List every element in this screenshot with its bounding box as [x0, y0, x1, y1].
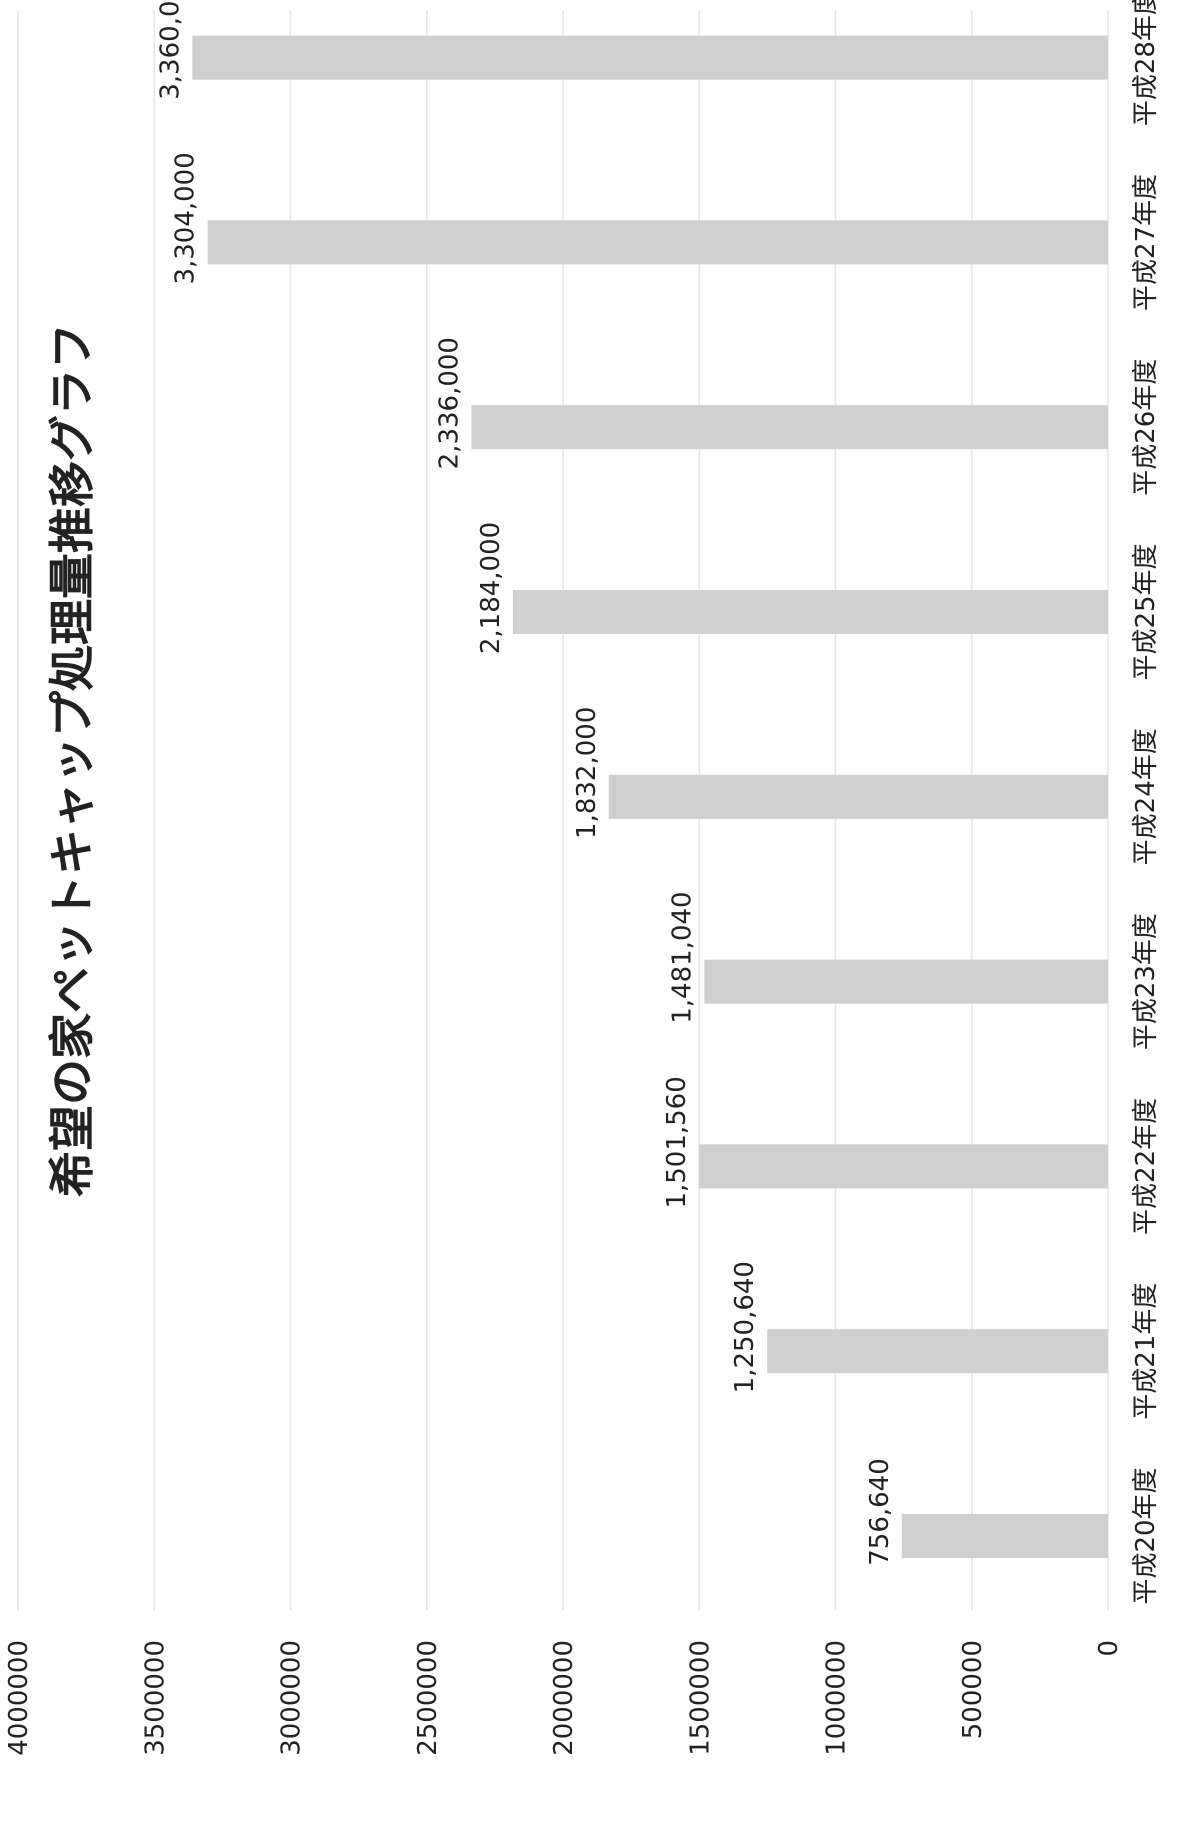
value-tick-label: 4000000	[4, 1640, 34, 1756]
value-tick-label: 1500000	[685, 1640, 715, 1756]
bar	[901, 1514, 1108, 1558]
gridlines	[17, 10, 1109, 1610]
data-labels: 756,640 1,250,640 1,501,560 1,481,040 1,832,…	[155, 0, 894, 1566]
data-label: 1,250,640	[730, 1261, 760, 1393]
bar	[698, 1144, 1108, 1189]
bar	[207, 220, 1108, 265]
category-label: 平成21年度	[1131, 1283, 1161, 1420]
bar	[704, 959, 1108, 1004]
chart-title: 希望の家ペットキャップ処理量推移グラフ	[45, 323, 99, 1197]
category-label: 平成20年度	[1131, 1467, 1161, 1604]
value-tick-label: 2000000	[549, 1640, 579, 1756]
value-tick-label: 3500000	[140, 1640, 170, 1756]
data-label: 3,360,000	[155, 0, 185, 100]
value-tick-label: 0	[1094, 1640, 1124, 1657]
bar	[192, 35, 1108, 80]
bar	[767, 1329, 1108, 1374]
value-tick-label: 1000000	[822, 1640, 852, 1756]
data-label: 2,336,000	[434, 337, 464, 469]
category-label: 平成27年度	[1131, 174, 1161, 311]
data-label: 2,184,000	[476, 522, 506, 654]
category-label: 平成25年度	[1131, 543, 1161, 680]
category-label: 平成23年度	[1131, 913, 1161, 1050]
bar	[608, 774, 1108, 819]
data-label: 1,481,040	[667, 891, 697, 1023]
value-tick-label: 3000000	[277, 1640, 307, 1756]
value-tick-label: 500000	[958, 1640, 988, 1739]
bars	[192, 35, 1108, 1558]
value-axis-ticks: 0 500000 1000000 1500000 2000000 2500000 30000…	[4, 1640, 1124, 1756]
value-tick-label: 2500000	[413, 1640, 443, 1756]
data-label: 756,640	[865, 1458, 895, 1566]
category-labels: 平成20年度平成21年度平成22年度平成23年度平成24年度平成25年度平成26…	[1131, 0, 1161, 1605]
category-label: 平成22年度	[1131, 1098, 1161, 1235]
category-label: 平成26年度	[1131, 359, 1161, 496]
category-label: 平成28年度	[1131, 0, 1161, 126]
data-label: 3,304,000	[171, 152, 201, 284]
data-label: 1,501,560	[662, 1076, 692, 1208]
category-label: 平成24年度	[1131, 728, 1161, 865]
bar	[471, 405, 1108, 450]
data-label: 1,832,000	[572, 707, 602, 839]
bar	[512, 590, 1108, 634]
